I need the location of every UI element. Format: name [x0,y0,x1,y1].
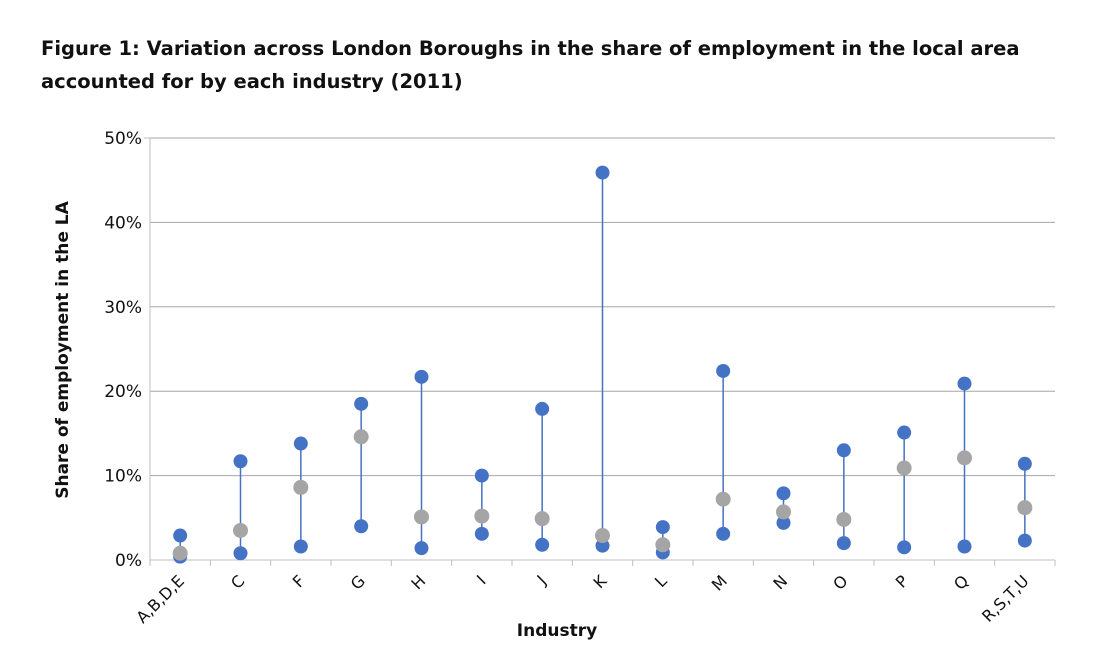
x-tick-labels: A,B,D,E C F G H I J K L M N O P Q R,S,T,U [132,571,1032,627]
min-point [897,540,912,555]
max-point [474,468,489,483]
chart-title: Figure 1: Variation across London Boroug… [41,37,1020,93]
max-point [293,436,308,451]
min-point [836,536,851,551]
median-point [474,508,490,524]
median-point [595,528,610,544]
x-tick-label: O [829,571,851,593]
x-tick-label: I [473,571,490,588]
min-point [716,526,731,541]
x-tick-label: Q [950,571,972,593]
x-tick-label: G [347,571,369,593]
median-point [715,491,731,507]
max-point [836,443,851,458]
min-point [233,546,248,561]
max-point [535,401,550,416]
x-tick-label: K [589,571,610,592]
min-point [354,519,369,534]
x-tick-label: M [708,571,731,594]
max-point [595,165,610,180]
max-point [716,363,731,378]
y-tick-label: 20% [104,382,142,402]
median-point [896,460,912,476]
y-tick-label: 30% [104,298,142,318]
x-tick-label: J [533,571,550,588]
min-point [957,539,972,554]
max-point [354,396,369,411]
max-point [414,369,429,384]
min-point [535,537,550,552]
y-tick-label: 0% [115,551,142,571]
median-point [836,511,852,527]
x-tick-label: A,B,D,E [132,571,188,627]
min-point [414,541,429,556]
axes [144,137,1056,566]
min-point [1017,533,1032,548]
median-point [172,545,188,561]
x-tick-label: H [407,571,429,593]
x-tick-label: P [892,571,913,592]
x-tick-label: C [227,571,248,592]
data-points [172,165,1033,564]
max-point [957,376,972,391]
median-point [414,509,429,525]
max-point [173,528,188,543]
max-point [776,486,791,501]
max-point [655,520,670,535]
median-point [534,511,550,527]
y-tick-label: 40% [104,213,142,233]
median-point [1017,500,1033,516]
y-tick-label: 50% [104,129,142,149]
min-point [293,539,308,554]
y-tick-label: 10% [104,467,142,487]
x-tick-label: L [651,571,671,591]
x-tick-label: N [769,571,791,593]
median-point [776,504,791,520]
max-point [233,454,248,469]
median-point [957,450,972,466]
min-point [474,526,489,541]
x-axis-title: Industry [517,621,597,641]
median-point [293,479,309,495]
x-tick-label: R,S,T,U [978,571,1032,625]
median-point [353,429,369,445]
x-tick-label: F [289,571,309,591]
median-point [655,537,671,553]
y-axis-title: Share of employment in the LA [53,200,73,498]
range-lines [179,172,1026,557]
y-tick-labels: 0% 10% 20% 30% 40% 50% [104,129,142,571]
max-point [1017,456,1032,471]
median-point [233,522,248,538]
max-point [897,425,912,440]
min-point [776,515,791,530]
